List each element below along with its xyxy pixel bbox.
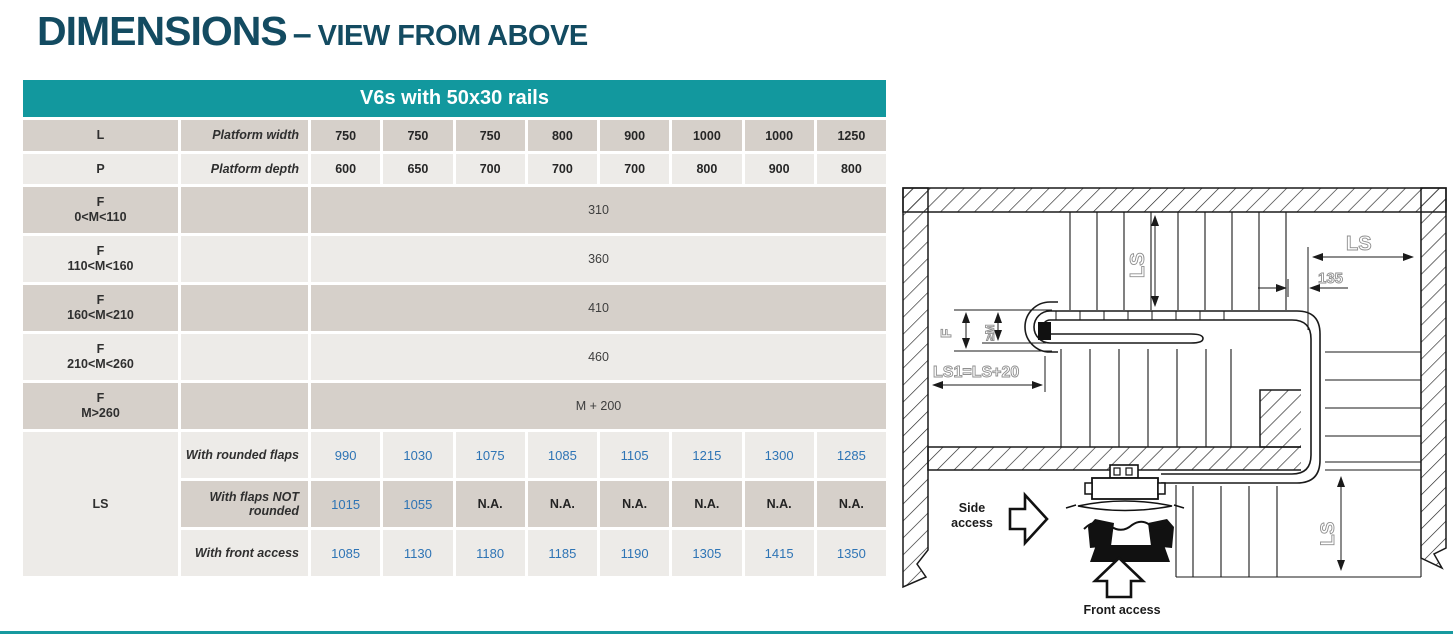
value-cell: 700 [527,154,597,184]
value-cell: 900 [744,154,814,184]
value-cell: 750 [455,120,525,151]
front-access-label: Front access [1083,603,1160,617]
value-cell: 800 [672,154,742,184]
value-cell: 990 [311,432,381,478]
value-cell: 1030 [383,432,453,478]
platform-lift-icon [1065,464,1185,512]
side-access-label-line1: Side [959,501,985,515]
dim-label-135: 135 [1318,270,1343,287]
dim-label-f: F [938,329,955,338]
table-header-band: V6s with 50x30 rails [23,80,886,117]
value-cell: 1075 [455,432,525,478]
staircase-plan-diagram: LS LS 135 F ≥M LS1=LS+20 LS Side [902,187,1447,617]
row-sublabel: With rounded flaps [181,432,308,478]
row-sublabel: Platform width [181,120,308,151]
wall-hatching [902,187,1447,589]
row-label-F: F 110<M<160 [23,236,178,282]
value-cell: N.A. [744,481,814,527]
dim-label-m: ≥M [983,324,997,341]
lift-rail [1024,301,1321,484]
row-sublabel: With flaps NOT rounded [181,481,308,527]
row-label-F: F M>260 [23,383,178,429]
platform-flaps-icon [1083,519,1174,562]
value-cell: N.A. [455,481,525,527]
value-cell: 1000 [744,120,814,151]
value-cell: 1000 [672,120,742,151]
side-access-arrow-icon [1008,491,1049,547]
value-cell: 750 [383,120,453,151]
value-cell: 1055 [383,481,453,527]
value-cell: 750 [311,120,381,151]
value-cell: 1215 [672,432,742,478]
value-cell: 600 [311,154,381,184]
value-cell: 800 [816,154,886,184]
dimension-lines [932,215,1414,571]
merged-value-cell: 410 [311,285,886,331]
merged-value-cell: 310 [311,187,886,233]
row-sublabel [181,334,308,380]
title-main: DIMENSIONS [37,8,288,54]
value-cell: N.A. [816,481,886,527]
value-cell: 1085 [311,530,381,576]
value-cell: 1130 [383,530,453,576]
dimensions-table: V6s with 50x30 rails L Platform width 750 7… [23,80,886,576]
row-sublabel [181,236,308,282]
merged-value-cell: 360 [311,236,886,282]
value-cell: 1085 [527,432,597,478]
value-cell: 1285 [816,432,886,478]
value-cell: 700 [455,154,525,184]
dim-label-ls-upper: LS [1127,252,1149,278]
row-label-F: F 210<M<260 [23,334,178,380]
value-cell: N.A. [600,481,670,527]
side-access-label-line2: access [951,516,993,530]
value-cell: 650 [383,154,453,184]
value-cell: 1105 [600,432,670,478]
rail-backing-2 [1161,472,1303,485]
value-cell: 1300 [744,432,814,478]
row-label-L: L [23,120,178,151]
rail-backing [1301,326,1325,474]
row-label-F: F 160<M<210 [23,285,178,331]
value-cell: 700 [600,154,670,184]
value-cell: 1190 [600,530,670,576]
dim-label-ls1: LS1=LS+20 [933,364,1019,381]
row-label-LS: LS [23,432,178,576]
row-label-P: P [23,154,178,184]
value-cell: N.A. [672,481,742,527]
value-cell: 1180 [455,530,525,576]
value-cell: 900 [600,120,670,151]
row-sublabel: With front access [181,530,308,576]
row-label-F: F 0<M<110 [23,187,178,233]
dim-label-ls-bottom: LS [1318,522,1339,546]
value-cell: N.A. [527,481,597,527]
title-subtitle: VIEW FROM ABOVE [317,20,589,52]
page-title: DIMENSIONS – VIEW FROM ABOVE [37,8,588,55]
row-sublabel: Platform depth [181,154,308,184]
rail-carriage [1038,322,1051,340]
value-cell: 800 [527,120,597,151]
dim-label-ls-top-right: LS [1346,233,1372,255]
value-cell: 1350 [816,530,886,576]
row-sublabel [181,285,308,331]
value-cell: 1305 [672,530,742,576]
value-cell: 1415 [744,530,814,576]
bottom-accent-bar [0,631,1453,634]
merged-value-cell: M + 200 [311,383,886,429]
title-dash: – [292,15,312,53]
stair-treads [1060,212,1422,578]
row-sublabel [181,187,308,233]
value-cell: 1015 [311,481,381,527]
merged-value-cell: 460 [311,334,886,380]
value-cell: 1185 [527,530,597,576]
row-sublabel [181,383,308,429]
value-cell: 1250 [816,120,886,151]
front-access-arrow-icon [1091,556,1147,599]
